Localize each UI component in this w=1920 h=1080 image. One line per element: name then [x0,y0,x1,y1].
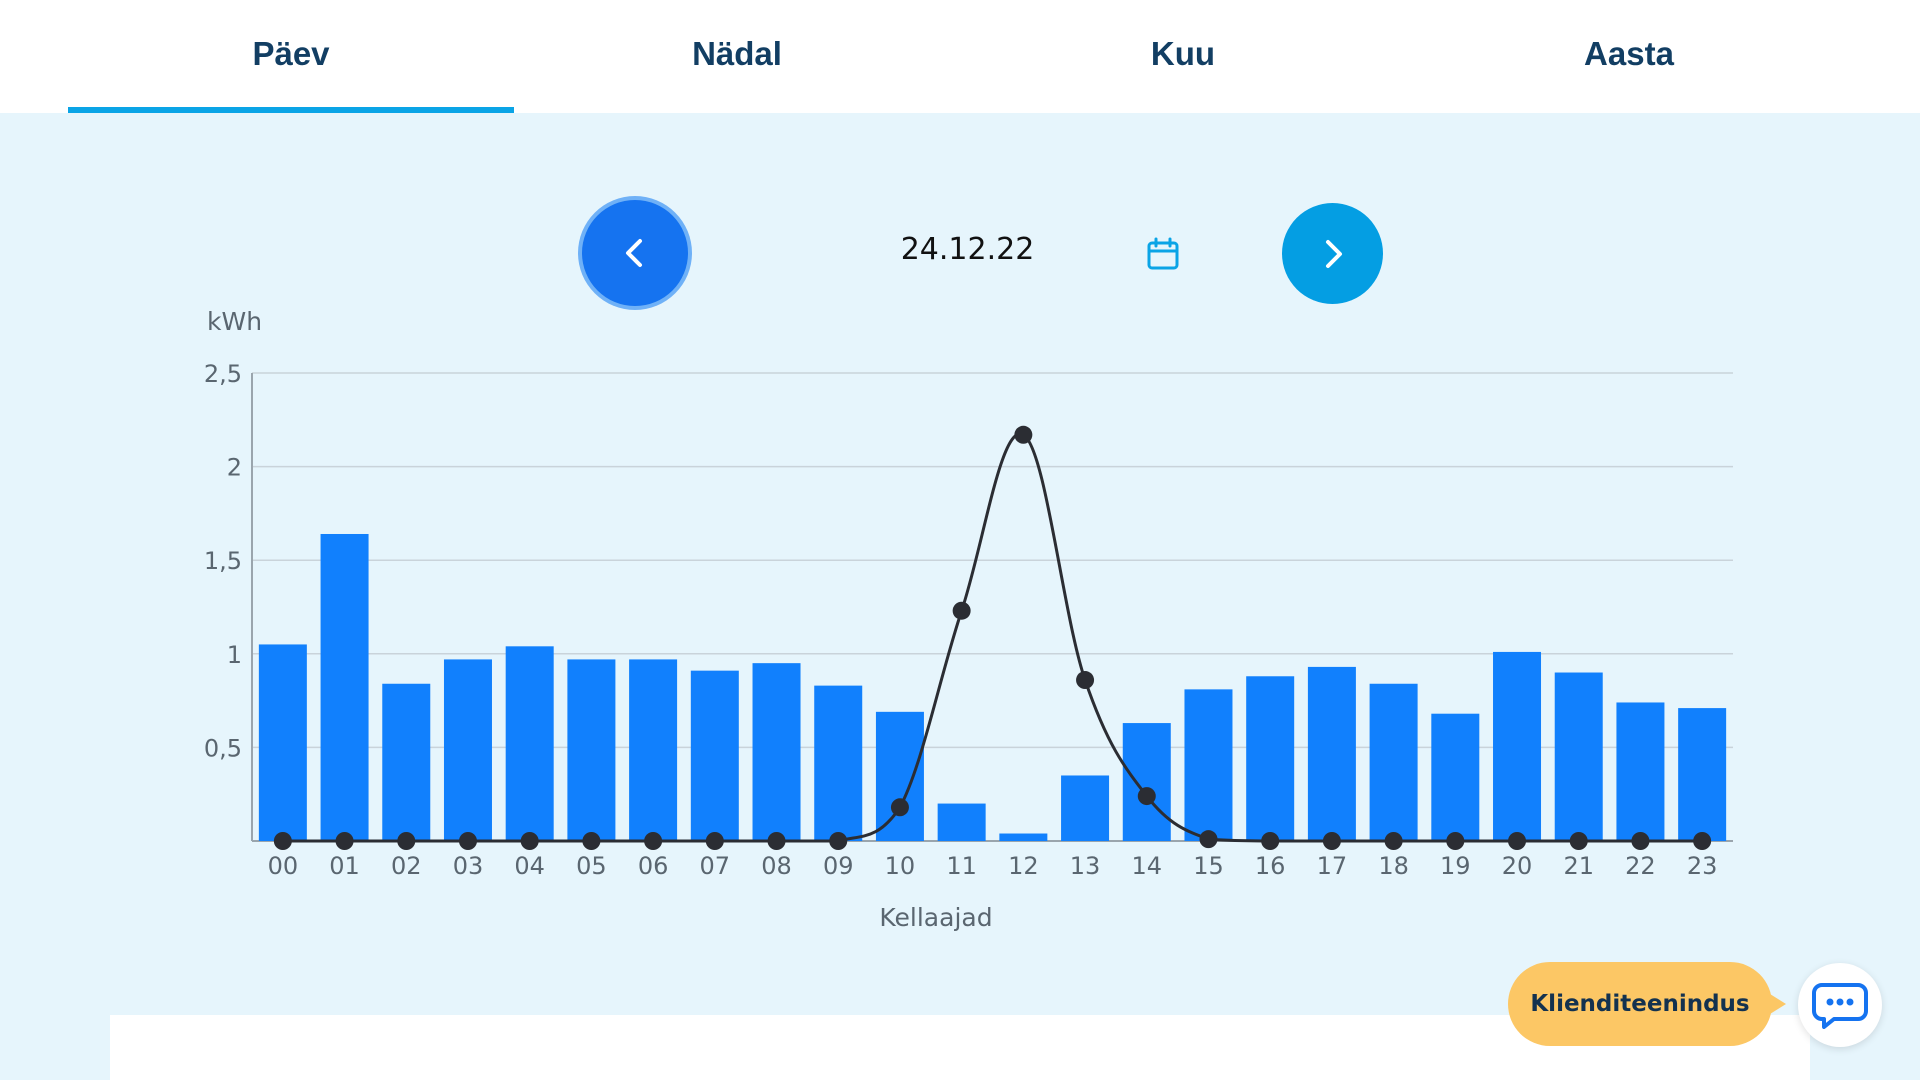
y-axis-title: kWh [207,307,262,336]
line-point[interactable] [890,798,909,817]
line-point[interactable] [1076,671,1095,690]
line-point[interactable] [397,832,416,850]
y-tick-label: 1 [227,641,242,669]
x-tick-label: 11 [946,852,977,880]
y-tick-label: 2,5 [204,360,242,388]
x-tick-label: 12 [1008,852,1039,880]
x-tick-label: 00 [268,852,299,880]
line-point[interactable] [1631,832,1650,850]
line-point[interactable] [952,601,971,620]
y-tick-label: 2 [227,454,242,482]
x-tick-label: 07 [700,852,731,880]
tab-year[interactable]: Aasta [1584,34,1674,72]
bar[interactable] [1554,672,1603,841]
line-point[interactable] [458,832,477,850]
x-tick-label: 15 [1193,852,1224,880]
x-tick-label: 02 [391,852,422,880]
x-tick-label: 16 [1255,852,1286,880]
line-point[interactable] [705,832,724,850]
chevron-right-icon [1325,239,1342,268]
line-point[interactable] [582,832,601,850]
calendar-button[interactable] [1145,236,1181,272]
line-point[interactable] [335,832,354,850]
line-point[interactable] [767,832,786,850]
x-tick-label: 18 [1378,852,1409,880]
x-tick-label: 23 [1687,852,1718,880]
chevron-left-icon [626,239,642,267]
bar[interactable] [629,659,678,841]
x-tick-label: 21 [1563,852,1594,880]
bar[interactable] [875,711,924,841]
line-point[interactable] [1261,832,1280,850]
line-point[interactable] [1446,832,1465,850]
tab-day[interactable]: Päev [68,0,514,113]
consumption-chart: kWh Kellaajad 00 01 02 03 04 05 06 07 08 09 10 11 12… [204,307,1733,932]
x-tick-label: 14 [1131,852,1162,880]
line-point[interactable] [644,832,663,850]
line-point[interactable] [1014,425,1033,444]
x-tick-label: 05 [576,852,607,880]
x-tick-label: 03 [453,852,484,880]
current-date: 24.12.22 [900,232,1035,267]
bar[interactable] [690,670,739,841]
bar[interactable] [1184,689,1233,841]
x-tick-label: 22 [1625,852,1656,880]
period-tabs: Päev Nädal Kuu Aasta [0,0,1920,113]
bar[interactable] [937,803,986,841]
line-point[interactable] [273,832,292,850]
bar[interactable] [999,833,1048,841]
chat-bubble-icon [1812,983,1868,1029]
y-tick-label: 0,5 [204,734,242,762]
bar[interactable] [1431,713,1480,841]
calendar-icon [1147,237,1179,270]
next-date-button[interactable] [1282,203,1383,304]
bar[interactable] [258,644,307,841]
line-point[interactable] [520,832,539,850]
x-axis-title: Kellaajad [879,903,992,932]
bar[interactable] [1307,666,1356,841]
x-tick-label: 10 [885,852,916,880]
x-tick-label: 06 [638,852,669,880]
bar[interactable] [567,659,616,841]
bar[interactable] [1061,775,1110,841]
x-tick-label: 13 [1070,852,1101,880]
bar[interactable] [1493,651,1542,841]
line-point[interactable] [1199,830,1218,849]
x-tick-label: 09 [823,852,854,880]
bar[interactable] [1616,702,1665,841]
bar[interactable] [505,646,554,841]
x-tick-label: 01 [329,852,360,880]
bar[interactable] [320,533,369,841]
bar[interactable] [814,685,863,841]
bar[interactable] [752,663,801,841]
chat-button[interactable] [1798,963,1882,1047]
line-point[interactable] [1693,832,1712,850]
line-point[interactable] [1322,832,1341,850]
line-point[interactable] [829,832,848,850]
bar[interactable] [382,683,431,841]
x-tick-label: 08 [761,852,792,880]
line-point[interactable] [1569,832,1588,850]
series-line [282,432,1703,843]
x-tick-label: 04 [514,852,545,880]
x-tick-label: 20 [1502,852,1533,880]
previous-date-button[interactable] [582,200,688,306]
line-point[interactable] [1508,832,1527,850]
customer-service-label: Klienditeenindus [1530,991,1750,1017]
bar[interactable] [1678,708,1727,841]
y-tick-label: 1,5 [204,547,242,575]
line-point[interactable] [1137,787,1156,806]
x-tick-label: 19 [1440,852,1471,880]
bar[interactable] [1246,676,1295,841]
customer-service-button[interactable]: Klienditeenindus [1508,962,1786,1046]
tab-week[interactable]: Nädal [692,34,782,72]
bar[interactable] [443,659,492,841]
bar[interactable] [1369,683,1418,841]
bar[interactable] [1122,723,1171,841]
tab-month[interactable]: Kuu [1150,34,1216,72]
line-point[interactable] [1384,832,1403,850]
x-tick-label: 17 [1317,852,1348,880]
